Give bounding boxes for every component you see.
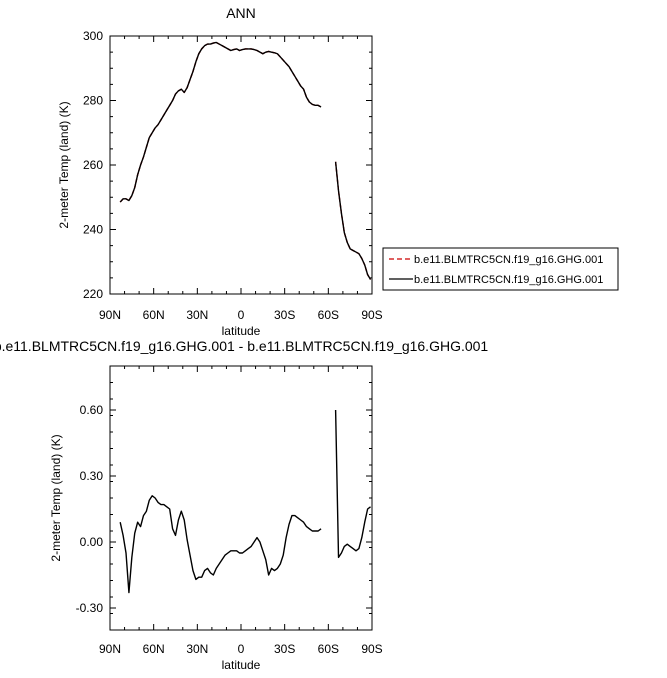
x-tick-label: 30S — [274, 642, 295, 656]
x-tick-label: 90N — [99, 642, 121, 656]
y-tick-label: 0.30 — [80, 469, 104, 483]
panel-bottom: b.e11.BLMTRC5CN.f19_g16.GHG.001 - b.e11.… — [0, 338, 488, 672]
legend-entry-1: b.e11.BLMTRC5CN.f19_g16.GHG.001 — [414, 254, 603, 266]
y-tick-label: 0.60 — [80, 403, 104, 417]
y-tick-label: 240 — [83, 223, 103, 237]
x-tick-label: 60S — [318, 642, 339, 656]
top-series-lines — [119, 41, 372, 280]
top-chart-title: ANN — [226, 5, 256, 21]
bottom-y-axis-label: 2-meter Temp (land) (K) — [49, 434, 63, 561]
x-tick-label: 30N — [186, 642, 208, 656]
top-y-ticks: 220 240 260 280 300 — [83, 29, 372, 301]
bottom-series-lines — [119, 409, 371, 594]
x-tick-label: 0 — [238, 308, 245, 322]
y-tick-label: 220 — [83, 287, 103, 301]
y-tick-label: 0.00 — [80, 535, 104, 549]
bottom-y-ticks: -0.30 0.00 0.30 0.60 — [76, 365, 372, 631]
legend-box — [382, 247, 619, 291]
top-x-axis-label: latitude — [222, 324, 261, 338]
series-0-segment-1-line — [334, 161, 372, 280]
y-tick-label: 300 — [83, 29, 103, 43]
x-tick-label: 30N — [186, 308, 208, 322]
y-tick-label: 260 — [83, 158, 103, 172]
series-1-segment-1-line — [334, 161, 372, 280]
panel-top: ANN 90N 60N 30N 0 30S 60S 90S 220240260280300 … — [57, 5, 619, 338]
x-tick-label: 60N — [143, 642, 165, 656]
top-y-axis-label: 2-meter Temp (land) (K) — [57, 101, 71, 228]
bottom-x-axis-label: latitude — [222, 658, 261, 672]
y-tick-label: -0.30 — [76, 601, 104, 615]
legend: b.e11.BLMTRC5CN.f19_g16.GHG.001 b.e11.BL… — [382, 247, 619, 291]
series-0-segment-0-line — [119, 495, 322, 594]
bottom-x-ticks: 90N 60N 30N 0 30S 60S 90S — [99, 366, 383, 656]
x-tick-label: 0 — [238, 642, 245, 656]
top-x-ticks: 90N 60N 30N 0 30S 60S 90S — [99, 36, 383, 322]
y-tick-label: 280 — [83, 94, 103, 108]
series-0-segment-1-line — [334, 409, 371, 559]
x-tick-label: 60N — [143, 308, 165, 322]
legend-entry-2: b.e11.BLMTRC5CN.f19_g16.GHG.001 — [414, 274, 603, 286]
series-0-segment-0-line — [119, 41, 322, 203]
x-tick-label: 90S — [361, 642, 382, 656]
x-tick-label: 30S — [274, 308, 295, 322]
x-tick-label: 60S — [318, 308, 339, 322]
top-plot-frame — [109, 35, 373, 295]
bottom-chart-title: b.e11.BLMTRC5CN.f19_g16.GHG.001 - b.e11.… — [0, 338, 488, 354]
x-tick-label: 90N — [99, 308, 121, 322]
x-tick-label: 90S — [361, 308, 382, 322]
series-1-segment-0-line — [119, 41, 322, 203]
bottom-plot-frame — [109, 365, 373, 631]
